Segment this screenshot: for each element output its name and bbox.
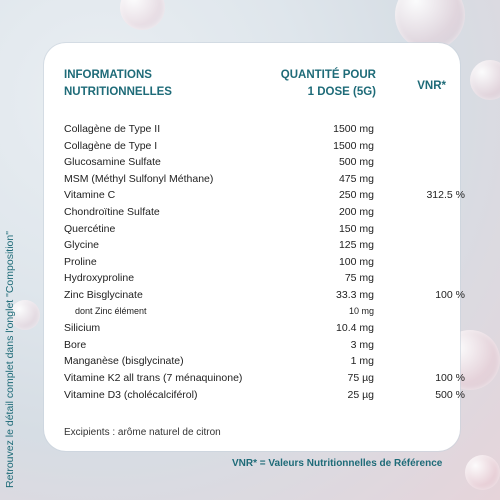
excipients-text: Excipients : arôme naturel de citron (64, 427, 221, 438)
nutrient-name: Vitamine D3 (cholécalciférol) (64, 388, 198, 401)
header-informations: INFORMATIONS NUTRITIONNELLES (64, 67, 244, 101)
nutrient-quantity: 125 mg (338, 239, 374, 252)
nutrient-quantity: 75 mg (344, 272, 374, 285)
nutrient-vnr: 100 % (435, 371, 465, 384)
nutrient-quantity: 10.4 mg (336, 322, 374, 335)
nutrient-quantity: 1500 mg (333, 139, 374, 152)
table-row: Bore 3 mg (64, 339, 444, 356)
table-row: Vitamine D3 (cholécalciférol) 25 µg 500 % (64, 388, 465, 406)
nutrient-vnr: 312.5 % (426, 189, 465, 202)
header-vnr: VNR* (417, 80, 446, 92)
decorative-bubble (120, 0, 165, 30)
nutrient-vnr: 500 % (435, 388, 465, 401)
nutrient-name: dont Zinc élément (75, 305, 147, 316)
nutrient-name: Vitamine C (64, 189, 116, 202)
nutrient-quantity: 250 mg (338, 189, 374, 202)
nutrient-quantity: 3 mg (350, 338, 374, 351)
table-row: dont Zinc élément 10 mg (64, 306, 444, 323)
header-col2-line1: QUANTITÉ POUR (280, 69, 376, 81)
table-row: Chondroïtine Sulfate 200 mg (64, 206, 444, 223)
composition-side-note: Retrouvez le détail complet dans l'ongle… (4, 231, 16, 488)
table-row: Vitamine C 250 mg 312.5 % (64, 189, 465, 206)
table-row: Vitamine K2 all trans (7 ménaquinone) 75 … (64, 371, 465, 389)
nutrient-quantity: 75 µg (347, 371, 375, 384)
nutrient-quantity: 10 mg (348, 305, 374, 316)
nutrient-name: Manganèse (bisglycinate) (64, 355, 184, 368)
nutrient-quantity: 200 mg (338, 205, 374, 218)
nutrient-name: Glycine (64, 239, 100, 252)
nutrient-quantity: 33.3 mg (336, 288, 374, 301)
table-row: Zinc Bisglycinate 33.3 mg 100 % (64, 288, 465, 306)
nutrient-quantity: 500 mg (338, 156, 374, 169)
header-quantite: QUANTITÉ POUR 1 DOSE (5G) (244, 67, 376, 101)
nutrient-vnr: 100 % (435, 288, 465, 301)
decorative-bubble (470, 60, 500, 100)
table-row: MSM (Méthyl Sulfonyl Méthane) 475 mg (64, 173, 444, 190)
nutrient-quantity: 1 mg (350, 355, 374, 368)
nutrient-name: Collagène de Type I (64, 139, 158, 152)
table-row: Glucosamine Sulfate 500 mg (64, 156, 444, 173)
nutrient-name: MSM (Méthyl Sulfonyl Méthane) (64, 172, 214, 185)
table-row: Glycine 125 mg (64, 239, 444, 256)
nutrient-name: Bore (64, 338, 87, 351)
table-row: Collagène de Type II 1500 mg (64, 123, 444, 140)
table-row: Quercétine 150 mg (64, 223, 444, 240)
table-row: Manganèse (bisglycinate) 1 mg (64, 355, 444, 372)
nutrition-table: Collagène de Type II 1500 mg Collagène de … (64, 123, 465, 406)
table-row: Hydroxyproline 75 mg (64, 272, 444, 289)
nutrient-name: Hydroxyproline (64, 272, 135, 285)
decorative-bubble (465, 455, 500, 490)
header-col1-line2: NUTRITIONNELLES (64, 86, 172, 98)
decorative-bubble (10, 300, 40, 330)
table-row: Collagène de Type I 1500 mg (64, 140, 444, 157)
nutrient-name: Quercétine (64, 222, 116, 235)
table-row: Silicium 10.4 mg (64, 322, 444, 339)
nutrient-quantity: 1500 mg (333, 123, 374, 135)
nutrient-name: Chondroïtine Sulfate (64, 205, 160, 218)
nutrient-name: Vitamine K2 all trans (7 ménaquinone) (64, 371, 243, 384)
nutrient-name: Silicium (64, 322, 101, 335)
nutrient-name: Collagène de Type II (64, 123, 161, 135)
nutrient-name: Zinc Bisglycinate (64, 288, 143, 301)
nutrient-quantity: 475 mg (338, 172, 374, 185)
vnr-footnote: VNR* = Valeurs Nutritionnelles de Référe… (232, 458, 443, 469)
nutrient-name: Glucosamine Sulfate (64, 156, 161, 169)
nutrient-quantity: 150 mg (338, 222, 374, 235)
nutrient-quantity: 100 mg (338, 255, 374, 268)
header-col2-line2: 1 DOSE (5G) (307, 86, 376, 98)
table-row: Proline 100 mg (64, 256, 444, 273)
nutrition-card: INFORMATIONS NUTRITIONNELLES QUANTITÉ PO… (44, 43, 465, 451)
nutrient-name: Proline (64, 255, 97, 268)
nutrient-quantity: 25 µg (347, 388, 375, 401)
header-col1-line1: INFORMATIONS (64, 69, 152, 81)
